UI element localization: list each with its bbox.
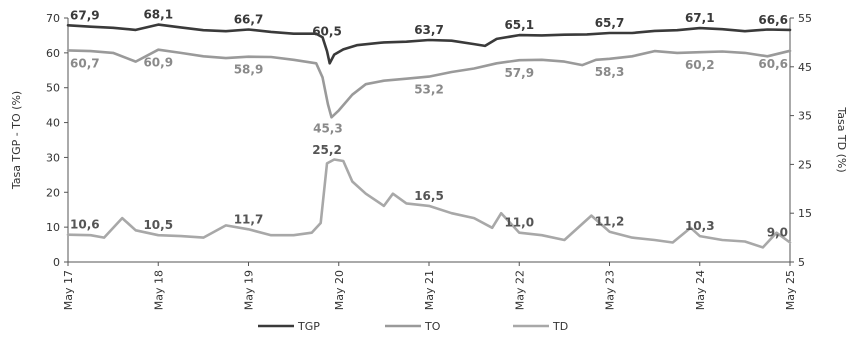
right-axis-title: Tasa TD (%): [835, 106, 848, 172]
series-layer: [66, 23, 792, 249]
data-label-td: 16,5: [414, 189, 444, 203]
left-tick-label: 70: [46, 12, 60, 25]
x-tick-label: May 23: [604, 270, 617, 310]
data-label-td: 25,2: [312, 143, 342, 157]
left-tick-label: 50: [46, 82, 60, 95]
data-label-tgp: 66,6: [758, 13, 788, 27]
data-label-td: 9,0: [767, 225, 788, 239]
x-tick-label: May 24: [694, 270, 707, 310]
data-label-to: 60,6: [758, 57, 788, 71]
series-line-to: [66, 48, 792, 119]
left-tick-label: 30: [46, 151, 60, 164]
data-label-to: 45,3: [313, 121, 343, 135]
data-label-td: 11,2: [595, 215, 625, 229]
data-label-tgp: 67,1: [685, 11, 715, 25]
data-label-td: 11,0: [504, 216, 534, 230]
x-tick-label: May 25: [784, 270, 797, 310]
series-line-td: [66, 158, 792, 249]
data-label-to: 60,9: [143, 56, 173, 70]
axes: 0 10 20 30 40 50 60 70 5 15 25 35 45 55 May 17 May 18 Ma…: [46, 12, 812, 310]
left-axis-title: Tasa TGP - TO (%): [10, 91, 23, 190]
data-label-td: 10,6: [70, 218, 100, 232]
data-label-tgp: 68,1: [143, 8, 173, 22]
x-tick-label: May 20: [333, 270, 346, 310]
right-tick-label: 35: [798, 110, 812, 123]
left-tick-label: 40: [46, 117, 60, 130]
data-label-to: 60,7: [70, 56, 100, 70]
right-tick-label: 5: [798, 256, 805, 269]
x-tick-label: May 19: [243, 270, 256, 310]
data-label-to: 60,2: [685, 58, 715, 72]
data-label-td: 10,5: [143, 218, 173, 232]
data-label-to: 53,2: [414, 83, 444, 97]
data-label-tgp: 67,9: [70, 8, 100, 22]
data-label-tgp: 60,5: [312, 25, 342, 39]
legend: TGP TO TD: [258, 320, 568, 333]
data-label-tgp: 65,7: [595, 16, 625, 30]
left-tick-label: 10: [46, 221, 60, 234]
data-label-to: 58,3: [595, 65, 625, 79]
left-tick-label: 20: [46, 186, 60, 199]
x-tick-label: May 17: [62, 270, 75, 310]
legend-label-td: TD: [552, 320, 568, 333]
x-tick-label: May 18: [152, 270, 165, 310]
left-tick-label: 0: [53, 256, 60, 269]
data-label-tgp: 65,1: [504, 18, 534, 32]
data-labels: 67,9 68,1 66,7 60,5 63,7 65,1 65,7 67,1 66,6 60,7…: [70, 8, 788, 240]
right-tick-label: 55: [798, 12, 812, 25]
left-tick-label: 60: [46, 47, 60, 60]
data-label-to: 57,9: [504, 66, 534, 80]
data-label-tgp: 66,7: [234, 13, 264, 27]
legend-label-tgp: TGP: [297, 320, 320, 333]
right-tick-label: 25: [798, 158, 812, 171]
x-tick-label: May 22: [513, 270, 526, 310]
data-label-td: 10,3: [685, 219, 715, 233]
right-tick-label: 15: [798, 207, 812, 220]
x-tick-label: May 21: [423, 270, 436, 310]
right-tick-label: 45: [798, 61, 812, 74]
data-label-to: 58,9: [234, 63, 264, 77]
data-label-td: 11,7: [234, 212, 264, 226]
data-label-tgp: 63,7: [414, 23, 444, 37]
legend-label-to: TO: [424, 320, 441, 333]
series-line-tgp: [66, 23, 792, 65]
